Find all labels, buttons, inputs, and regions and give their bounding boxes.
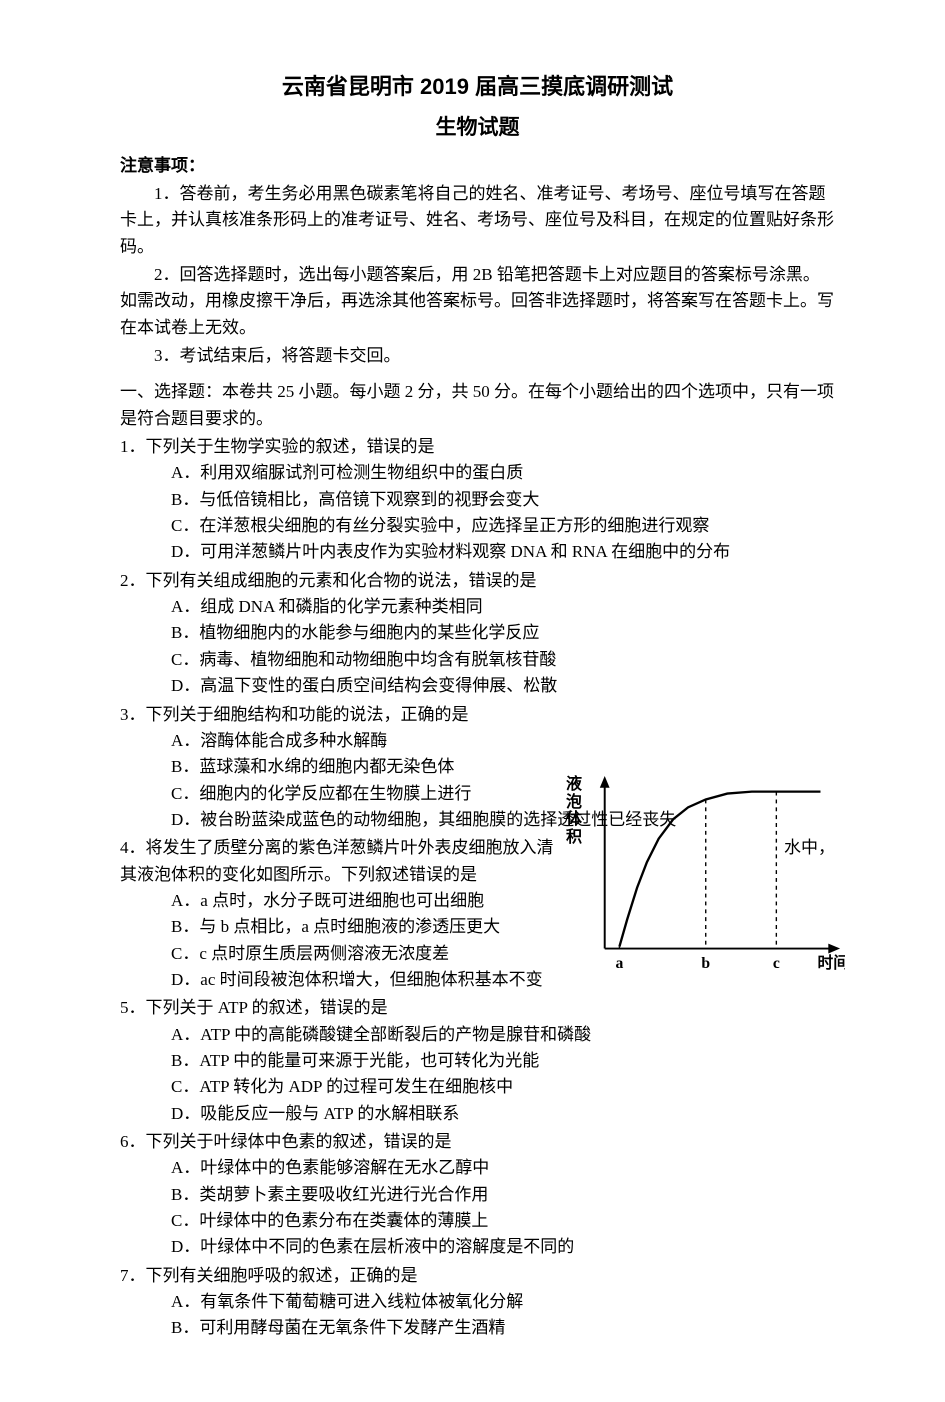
- chart-x-label: 时间: [818, 953, 845, 972]
- notice-label: 注意事项：: [120, 153, 835, 179]
- chart-curve: [619, 792, 820, 947]
- section-heading: 一、选择题：本卷共 25 小题。每小题 2 分，共 50 分。在每个小题给出的四…: [120, 379, 835, 432]
- notice-2: 2．回答选择题时，选出每小题答案后，用 2B 铅笔把答题卡上对应题目的答案标号涂…: [120, 262, 835, 341]
- q6-stem: 6．下列关于叶绿体中色素的叙述，错误的是: [120, 1129, 835, 1155]
- q7-opt-b: B．可利用酵母菌在无氧条件下发酵产生酒精: [120, 1315, 835, 1341]
- q6-opt-d: D．叶绿体中不同的色素在层析液中的溶解度是不同的: [120, 1234, 835, 1260]
- q1-opt-b: B．与低倍镜相比，高倍镜下观察到的视野会变大: [120, 487, 835, 513]
- page-title: 云南省昆明市 2019 届高三摸底调研测试: [120, 70, 835, 104]
- q2-opt-a: A．组成 DNA 和磷脂的化学元素种类相同: [120, 594, 835, 620]
- q6-opt-c: C．叶绿体中的色素分布在类囊体的薄膜上: [120, 1208, 835, 1234]
- q1-opt-d: D．可用洋葱鳞片叶内表皮作为实验材料观察 DNA 和 RNA 在细胞中的分布: [120, 539, 835, 565]
- q5-opt-b: B．ATP 中的能量可来源于光能，也可转化为光能: [120, 1048, 835, 1074]
- q2-opt-c: C．病毒、植物细胞和动物细胞中均含有脱氧核苷酸: [120, 647, 835, 673]
- chart-svg: a b c 时间: [590, 770, 845, 980]
- q5-stem: 5．下列关于 ATP 的叙述，错误的是: [120, 995, 835, 1021]
- chart-tick-a: a: [616, 955, 624, 972]
- q7-stem: 7．下列有关细胞呼吸的叙述，正确的是: [120, 1263, 835, 1289]
- q3-stem: 3．下列关于细胞结构和功能的说法，正确的是: [120, 702, 835, 728]
- q5-opt-a: A．ATP 中的高能磷酸键全部断裂后的产物是腺苷和磷酸: [120, 1022, 835, 1048]
- q1-opt-a: A．利用双缩脲试剂可检测生物组织中的蛋白质: [120, 460, 835, 486]
- q6-opt-b: B．类胡萝卜素主要吸收红光进行光合作用: [120, 1182, 835, 1208]
- q1-opt-c: C．在洋葱根尖细胞的有丝分裂实验中，应选择呈正方形的细胞进行观察: [120, 513, 835, 539]
- chart-tick-c: c: [773, 955, 780, 972]
- q1-stem: 1．下列关于生物学实验的叙述，错误的是: [120, 434, 835, 460]
- chart-y-label: 液泡体积: [566, 776, 584, 846]
- q2-opt-d: D．高温下变性的蛋白质空间结构会变得伸展、松散: [120, 673, 835, 699]
- q4-chart: a b c 时间 液泡体积: [590, 770, 845, 980]
- q5-opt-d: D．吸能反应一般与 ATP 的水解相联系: [120, 1101, 835, 1127]
- chart-y-arrow-icon: [600, 776, 610, 788]
- q2-stem: 2．下列有关组成细胞的元素和化合物的说法，错误的是: [120, 568, 835, 594]
- q2-opt-b: B．植物细胞内的水能参与细胞内的某些化学反应: [120, 620, 835, 646]
- q7-opt-a: A．有氧条件下葡萄糖可进入线粒体被氧化分解: [120, 1289, 835, 1315]
- q6-opt-a: A．叶绿体中的色素能够溶解在无水乙醇中: [120, 1155, 835, 1181]
- chart-tick-b: b: [701, 955, 710, 972]
- notice-1: 1．答卷前，考生务必用黑色碳素笔将自己的姓名、准考证号、考场号、座位号填写在答题…: [120, 181, 835, 260]
- q3-opt-a: A．溶酶体能合成多种水解酶: [120, 728, 835, 754]
- page-subtitle: 生物试题: [120, 112, 835, 145]
- notice-3: 3．考试结束后，将答题卡交回。: [120, 343, 835, 369]
- exam-page: 云南省昆明市 2019 届高三摸底调研测试 生物试题 注意事项： 1．答卷前，考…: [0, 0, 945, 1402]
- q5-opt-c: C．ATP 转化为 ADP 的过程可发生在细胞核中: [120, 1074, 835, 1100]
- q4-stem-a: 4．将发生了质壁分离的紫色洋葱鳞片叶外表皮细胞放入清: [120, 838, 554, 857]
- chart-x-arrow-icon: [828, 944, 840, 954]
